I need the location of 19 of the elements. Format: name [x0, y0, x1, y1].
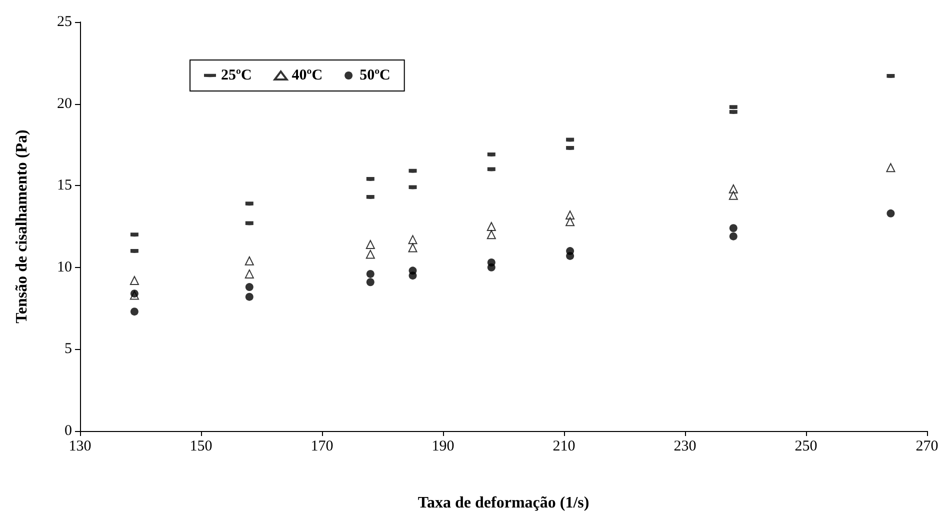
y-tick-label: 25	[57, 14, 72, 30]
y-tick-label: 15	[57, 178, 72, 194]
x-tick-label: 250	[794, 438, 818, 454]
legend-label: 50ºC	[360, 68, 390, 84]
x-tick-label: 150	[190, 438, 212, 454]
x-tick-label: 230	[674, 438, 696, 454]
legend-label: 25ºC	[221, 68, 252, 84]
x-tick-label: 190	[432, 438, 454, 454]
y-tick-label: 0	[64, 423, 72, 439]
x-tick-label: 130	[68, 438, 92, 454]
y-axis-title: Tensão de cisalhamento (Pa)	[14, 130, 30, 324]
x-axis-title: Taxa de deformação (1/s)	[418, 494, 590, 512]
x-tick-label: 270	[916, 438, 938, 454]
x-tick-label: 170	[310, 438, 334, 454]
legend-label: 40ºC	[292, 68, 323, 84]
y-tick-label: 20	[57, 96, 72, 112]
x-tick-label: 210	[552, 438, 576, 454]
y-tick-label: 10	[57, 259, 72, 276]
y-tick-label: 5	[64, 341, 72, 358]
